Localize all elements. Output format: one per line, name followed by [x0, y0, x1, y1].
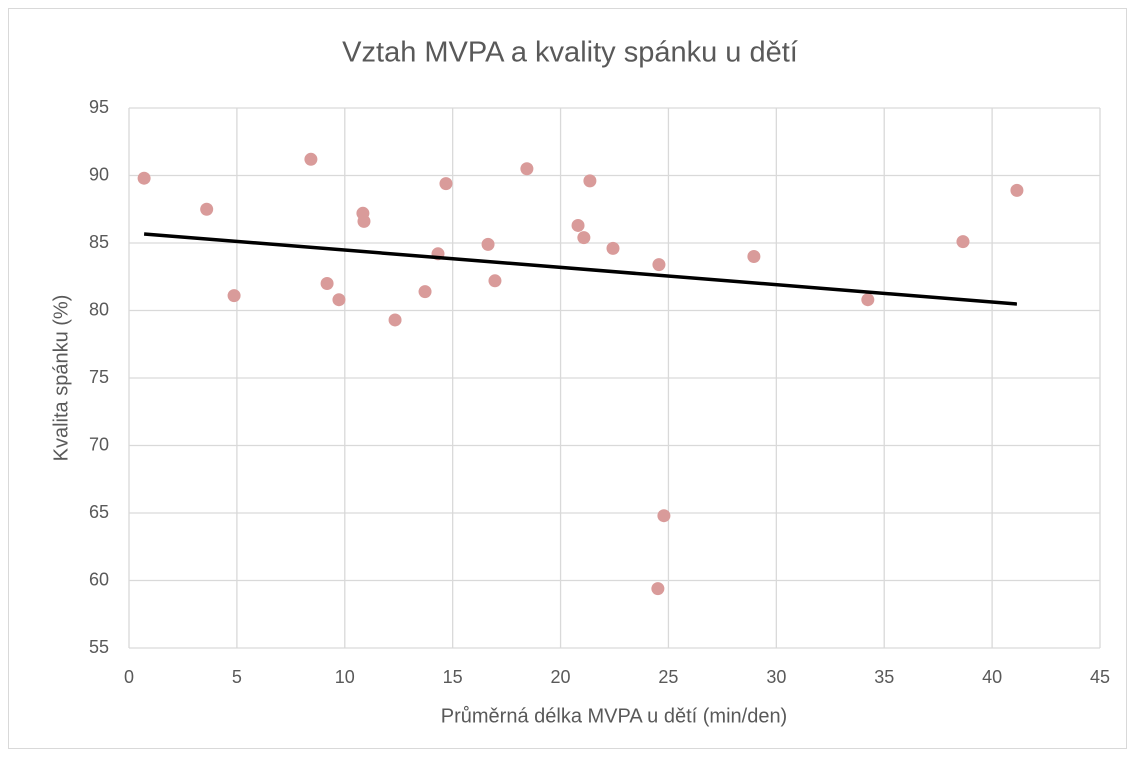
point: [651, 582, 665, 596]
y-tick-label: 75: [89, 367, 109, 387]
y-tick-label: 80: [89, 299, 109, 319]
point: [1010, 183, 1024, 197]
point: [747, 250, 761, 263]
y-axis-label: Kvalita spánku (%): [50, 295, 72, 462]
x-tick-label: 30: [766, 667, 786, 687]
x-tick-label: 15: [443, 667, 463, 687]
x-tick-label: 40: [982, 667, 1002, 687]
point: [200, 202, 214, 216]
point: [418, 285, 432, 299]
point: [861, 293, 875, 307]
y-tick-label: 65: [89, 502, 109, 522]
point: [652, 258, 666, 272]
y-tick-label: 90: [89, 164, 109, 184]
point: [488, 274, 502, 288]
x-tick-label: 45: [1090, 667, 1110, 687]
point: [357, 214, 371, 228]
point: [320, 277, 334, 290]
point: [520, 162, 534, 176]
point: [571, 218, 585, 232]
x-tick-label: 20: [551, 667, 571, 687]
point: [227, 289, 241, 303]
y-tick-label: 55: [89, 637, 109, 657]
y-tick-label: 95: [89, 97, 109, 117]
y-tick-label: 70: [89, 434, 109, 454]
point: [657, 509, 671, 523]
point: [583, 174, 597, 188]
point: [956, 235, 970, 249]
point: [481, 237, 495, 251]
point: [388, 313, 402, 327]
point: [137, 171, 151, 185]
x-tick-label: 25: [658, 667, 678, 687]
point: [332, 293, 346, 307]
x-tick-label: 10: [335, 667, 355, 687]
x-tick-label: 0: [124, 667, 134, 687]
x-axis-label: Průměrná délka MVPA u dětí (min/den): [441, 705, 787, 727]
point: [304, 152, 318, 166]
trendline: [143, 232, 1018, 306]
chart-title: Vztah MVPA a kvality spánku u dětí: [342, 37, 798, 69]
x-tick-label: 35: [874, 667, 894, 687]
point: [606, 241, 620, 255]
y-tick-label: 60: [89, 569, 109, 589]
x-tick-label: 5: [232, 667, 242, 687]
point: [577, 231, 591, 245]
y-tick-label: 85: [89, 232, 109, 252]
point: [439, 177, 453, 191]
